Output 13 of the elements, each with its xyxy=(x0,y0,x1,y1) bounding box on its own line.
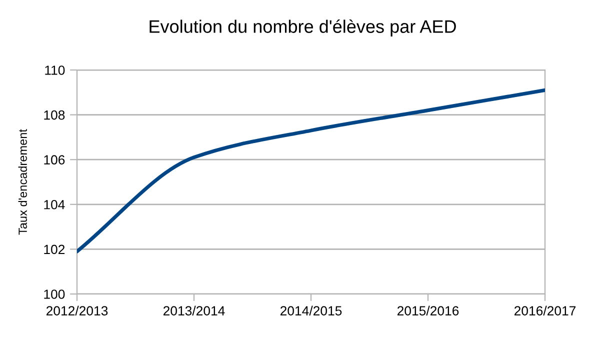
x-tick-label: 2015/2016 xyxy=(397,306,459,316)
y-tick-label: 102 xyxy=(44,244,65,254)
chart-title: Evolution du nombre d'élèves par AED xyxy=(150,19,456,37)
y-tick-label: 100 xyxy=(44,290,65,299)
x-tick-label: 2014/2015 xyxy=(280,306,342,316)
x-tick-label: 2016/2017 xyxy=(514,306,576,316)
y-tick-label: 106 xyxy=(44,155,65,165)
x-tick-label: 2012/2013 xyxy=(46,306,108,316)
y-tick-label: 104 xyxy=(44,200,65,210)
y-tick-label: 108 xyxy=(44,110,65,120)
y-axis-title: Taux d'encadrement xyxy=(18,129,27,235)
y-tick-label: 110 xyxy=(45,66,65,75)
x-tick-label: 2013/2014 xyxy=(163,306,225,316)
